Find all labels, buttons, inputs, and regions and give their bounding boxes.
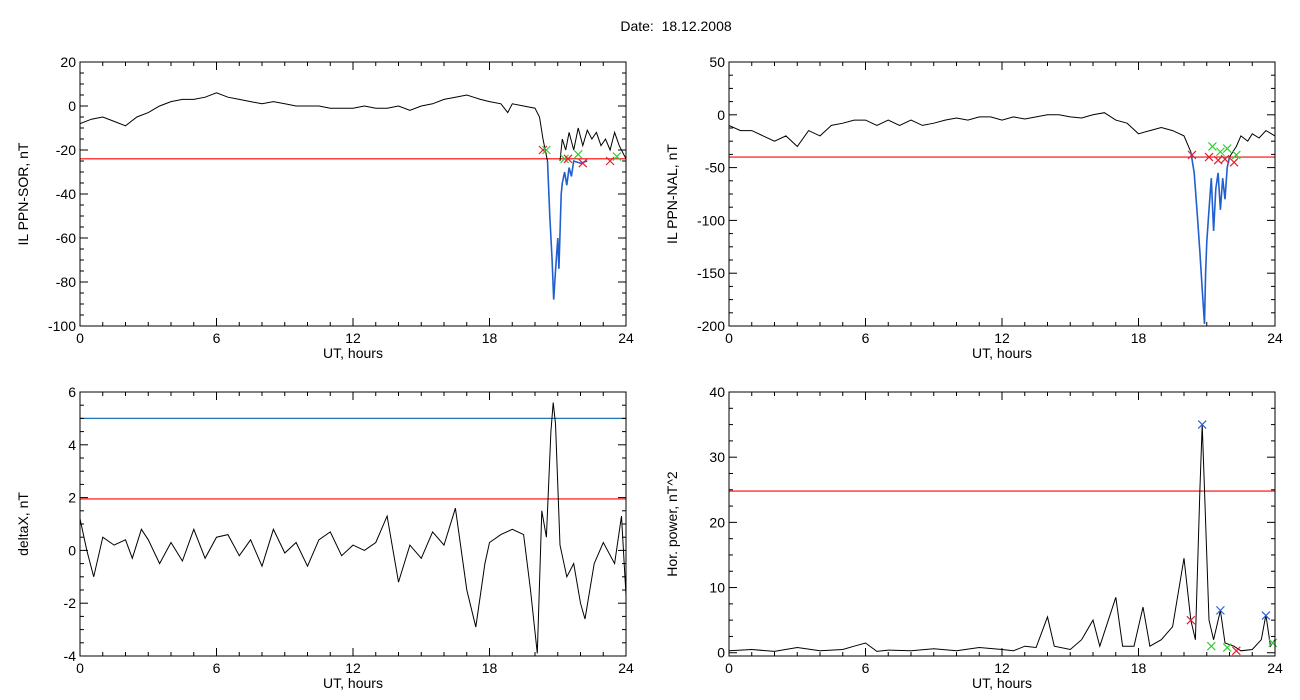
p1-xtick-label: 6 <box>213 330 221 346</box>
p2-ytick-label: -150 <box>697 265 725 281</box>
p2-series-0 <box>729 112 1192 152</box>
p3-series-0 <box>80 402 626 654</box>
p3-ytick-label: -4 <box>64 648 77 664</box>
p2-marker-8 <box>1231 150 1241 160</box>
p3-xtick-label: 12 <box>345 660 361 676</box>
p4-ytick-label: 20 <box>709 514 725 530</box>
p1-ytick-label: -20 <box>56 142 76 158</box>
p3-xtick-label: 18 <box>482 660 498 676</box>
p2-marker-7 <box>1229 157 1239 167</box>
p1-xlabel: UT, hours <box>323 345 383 361</box>
p1-marker-4 <box>573 149 583 159</box>
p4-ytick-label: 10 <box>709 580 725 596</box>
p4-marker-3 <box>1186 615 1196 625</box>
p1-ytick-label: -100 <box>48 318 76 334</box>
p4-panel: 0 6 12 18 24 40 30 20 10 0 UT, hours Hor. power, nT… <box>664 384 1283 691</box>
p4-ytick-label: 0 <box>717 645 725 661</box>
p3-panel: 0 6 12 18 24 6 4 2 0 -2 -4 UT, hours deltaX, nT <box>15 384 634 691</box>
p4-marker-1 <box>1215 605 1225 615</box>
p1-series-2 <box>546 159 588 300</box>
p4-frame <box>728 391 1276 657</box>
p2-frame <box>728 61 1276 327</box>
p1-ytick-label: -80 <box>56 274 76 290</box>
p1-ylabel: IL PPN-SOR, nT <box>15 142 31 245</box>
p1-ytick-label: 20 <box>60 54 76 70</box>
p2-xlabel: UT, hours <box>972 345 1032 361</box>
p3-ytick-label: 4 <box>68 437 76 453</box>
p1-series-1 <box>559 127 626 162</box>
p4-ylabel: Hor. power, nT^2 <box>664 471 680 577</box>
p1-ytick-label: 0 <box>68 98 76 114</box>
p2-series-1 <box>1229 129 1275 158</box>
p1-marker-5 <box>578 158 588 168</box>
p1-panel: 0 6 12 18 24 20 0 -20 -40 -60 -80 -100 UT, hours IL P… <box>15 54 634 361</box>
p4-marker-6 <box>1231 646 1241 656</box>
p1-marker-2 <box>560 154 569 164</box>
p3-ytick-label: 2 <box>68 490 76 506</box>
p3-ytick-label: -2 <box>64 595 77 611</box>
p2-marker-4 <box>1215 147 1225 157</box>
p4-ytick-label: 40 <box>709 384 725 400</box>
p2-marker-1 <box>1204 152 1214 162</box>
p1-series-0 <box>80 92 548 162</box>
page-title: Date: 18.12.2008 <box>0 18 1300 34</box>
p4-xtick-label: 18 <box>1131 660 1147 676</box>
p1-frame <box>79 61 627 327</box>
p2-marker-0 <box>1187 150 1197 160</box>
p4-xtick-label: 24 <box>1267 660 1283 676</box>
p1-xtick-label: 18 <box>482 330 498 346</box>
p2-xtick-label: 18 <box>1131 330 1147 346</box>
date-value: 18.12.2008 <box>661 18 732 34</box>
p4-marker-4 <box>1206 641 1216 651</box>
p2-ytick-label: 0 <box>717 107 725 123</box>
p2-xtick-label: 0 <box>725 330 733 346</box>
p4-series-0 <box>729 424 1275 652</box>
p3-ytick-label: 6 <box>68 384 76 400</box>
p2-ytick-label: -200 <box>697 318 725 334</box>
p2-ytick-label: -50 <box>705 160 725 176</box>
date-label: Date: <box>620 18 654 34</box>
p2-panel: 0 6 12 18 24 50 0 -50 -100 -150 -200 UT, hours IL PP… <box>664 54 1283 361</box>
p4-xtick-label: 0 <box>725 660 733 676</box>
p3-ytick-label: 0 <box>68 542 76 558</box>
p1-xtick-label: 0 <box>76 330 84 346</box>
p3-xtick-label: 0 <box>76 660 84 676</box>
p2-ylabel: IL PPN-NAL, nT <box>664 144 680 244</box>
p4-marker-2 <box>1261 611 1271 621</box>
p3-xlabel: UT, hours <box>323 675 383 691</box>
p1-xtick-label: 12 <box>345 330 361 346</box>
p2-series-2 <box>1190 151 1231 324</box>
p2-xtick-label: 6 <box>862 330 870 346</box>
p4-marker-0 <box>1197 420 1207 430</box>
p2-xtick-label: 24 <box>1267 330 1283 346</box>
p4-xtick-label: 12 <box>994 660 1010 676</box>
p2-xtick-label: 12 <box>994 330 1010 346</box>
p2-ytick-label: 50 <box>709 54 725 70</box>
p4-marker-5 <box>1222 643 1232 652</box>
p4-xlabel: UT, hours <box>972 675 1032 691</box>
p2-marker-5 <box>1220 154 1230 164</box>
p1-marker-1 <box>541 145 551 155</box>
p1-xtick-label: 24 <box>618 330 634 346</box>
p3-xtick-label: 6 <box>213 660 221 676</box>
p2-ytick-label: -100 <box>697 212 725 228</box>
p1-ytick-label: -60 <box>56 230 76 246</box>
p1-marker-3 <box>563 154 573 164</box>
p1-marker-6 <box>605 156 615 166</box>
p4-ytick-label: 30 <box>709 449 725 465</box>
p1-marker-0 <box>538 145 548 155</box>
p1-ytick-label: -40 <box>56 186 76 202</box>
p1-marker-7 <box>612 152 622 162</box>
p3-xtick-label: 24 <box>618 660 634 676</box>
p2-marker-2 <box>1208 142 1217 151</box>
p4-xtick-label: 6 <box>862 660 870 676</box>
p2-marker-6 <box>1222 144 1232 154</box>
p3-ylabel: deltaX, nT <box>15 492 31 556</box>
